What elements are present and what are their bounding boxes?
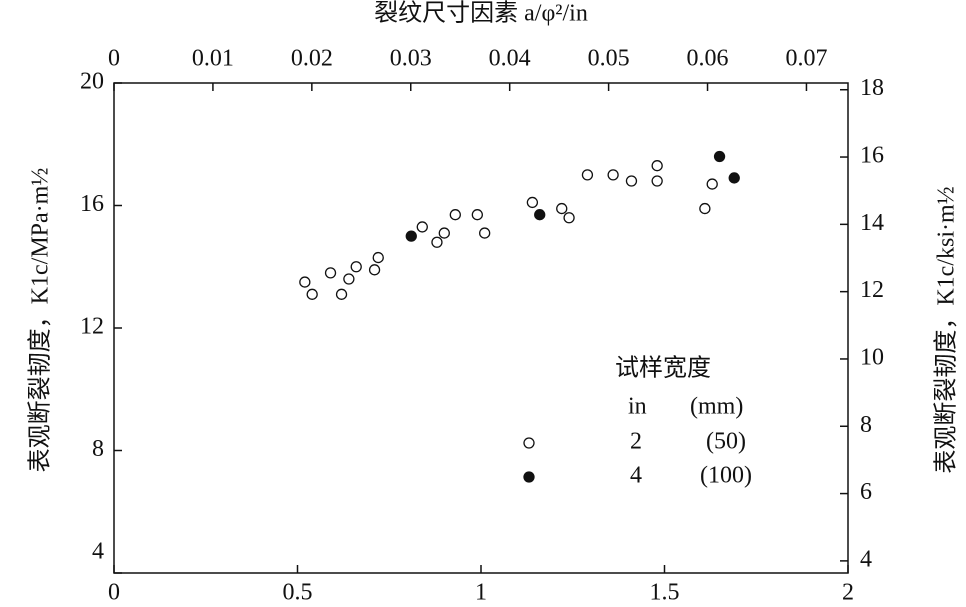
scatter-point [372,251,384,264]
scatter-point [699,202,711,215]
legend-header: (mm) [690,394,743,420]
x-tick-label: 1 [475,580,487,606]
scatter-point [556,202,568,215]
x2-tick-label: 0.07 [785,46,827,72]
legend-marker [523,471,535,483]
legend-title: 试样宽度 [615,355,711,382]
y-tick-label: 16 [80,191,104,217]
scatter-point [713,150,726,163]
scatter-point [534,209,546,221]
legend-marker [523,437,535,449]
y-tick-label: 12 [80,314,104,340]
legend-label: 4 [630,463,642,489]
legend-header: in [628,394,647,420]
scatter-point [324,267,337,279]
scatter-point [581,169,594,181]
x2-tick-label: 0.05 [588,46,630,72]
scatter-point [449,209,461,221]
y2-tick-label: 8 [860,412,872,438]
legend-label: (100) [700,463,752,489]
x-tick-label: 0.5 [283,580,313,606]
y2-tick-label: 16 [860,143,884,169]
scatter-point [405,230,417,242]
legend-label: (50) [706,429,746,455]
x-tick-label: 2 [842,580,854,606]
scatter-point [471,209,483,221]
scatter-point [350,261,362,273]
y2-tick-label: 4 [860,546,872,572]
y-axis-title: 表观断裂韧度，K1c/MPa·m½ [27,168,54,473]
y2-tick-label: 14 [860,210,884,236]
scatter-point [479,227,491,239]
y2-tick-label: 6 [860,479,872,505]
chart-title: 裂纹尺寸因素 a/φ²/in [374,0,588,27]
scatter-point [416,221,428,233]
y2-tick-label: 18 [860,75,884,101]
scatter-point [526,196,539,209]
scatter-point [706,178,718,190]
scatter-point [299,276,311,288]
scatter-point [431,236,443,248]
x2-tick-label: 0.04 [489,46,531,72]
scatter-point [368,264,381,276]
legend-label: 2 [630,429,642,455]
y-tick-label: 8 [92,436,104,462]
scatter-point [343,273,355,285]
x-tick-label: 0 [108,580,120,606]
scatter-point [607,169,619,181]
x2-tick-label: 0.02 [291,46,333,72]
x-tick-label: 1.5 [650,580,680,606]
x2-tick-label: 0.06 [687,46,729,72]
x2-tick-label: 0.03 [390,46,432,72]
y2-tick-label: 10 [860,344,884,370]
y-tick-label: 4 [92,539,104,565]
scatter-point [438,227,450,239]
scatter-point [563,212,575,224]
scatter-point [728,172,740,184]
scatter-point [651,160,663,172]
scatter-point [651,175,663,187]
x2-tick-label: 0 [108,46,120,72]
scatter-point [335,288,348,300]
plot-frame [113,82,849,574]
y2-axis-title: 表观断裂韧度，K1c/ksi·m½ [933,186,960,473]
scatter-point [625,175,638,187]
y2-tick-label: 12 [860,277,884,303]
x2-tick-label: 0.01 [192,46,234,72]
scatter-point [306,288,318,300]
y-tick-label: 20 [80,69,104,95]
